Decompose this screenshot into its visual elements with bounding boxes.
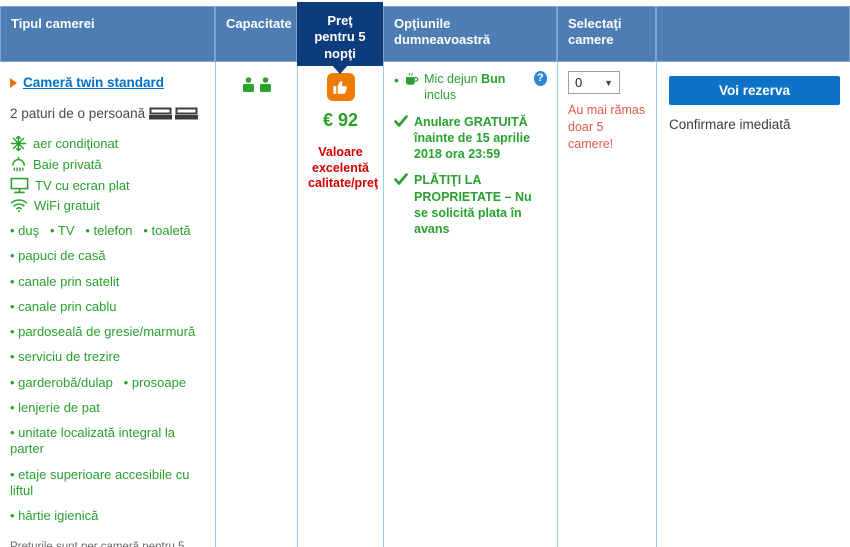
occupancy-icons (226, 71, 287, 92)
checkmark-icon (394, 114, 408, 127)
feature-item: • hârtie igienică (10, 508, 99, 523)
amenity-label: aer condiţionat (33, 136, 119, 151)
feature-item: • canale prin satelit (10, 273, 120, 289)
free-cancellation-text: Anulare GRATUITĂ înainte de 15 aprilie 2… (414, 114, 531, 162)
total-price: € 92 (322, 110, 359, 130)
beds-text: 2 paturi de o persoană (10, 106, 146, 121)
header-reserve-spacer (656, 6, 850, 62)
value-for-money-message: Valoare excelentă calitate/preţ (308, 145, 379, 191)
feature-item: • garderobă/dulap • prosoape (10, 374, 187, 390)
amenity-list: aer condiţionat Baie privată TV cu ecran… (10, 135, 205, 213)
feature-item: • etaje superioare accesibile cu liftul (10, 466, 194, 498)
wifi-icon (10, 199, 28, 213)
coffee-cup-icon (405, 72, 419, 85)
capacity-cell (215, 62, 297, 547)
reserve-cell: Voi rezerva Confirmare imediată (656, 62, 850, 547)
header-capacity: Capacitate (215, 6, 297, 62)
price-cell: € 92 Valoare excelentă calitate/preţ (297, 62, 383, 547)
rooms-quantity-select[interactable]: 0 ▼ (568, 71, 620, 94)
header-room-type: Tipul camerei (0, 6, 215, 62)
person-icon (259, 77, 271, 92)
breakfast-pre: Mic dejun (424, 72, 482, 86)
room-row: Cameră twin standard 2 paturi de o perso… (0, 62, 850, 547)
single-bed-icon (175, 107, 199, 119)
feature-item: • canale prin cablu (10, 298, 117, 314)
beds-line: 2 paturi de o persoană (10, 106, 205, 121)
feature-item: • papuci de casă (10, 248, 106, 264)
expand-arrow-icon (10, 77, 17, 88)
dropdown-arrow-icon: ▼ (604, 77, 613, 88)
instant-confirmation-text: Confirmare imediată (669, 117, 791, 132)
select-rooms-cell: 0 ▼ Au mai rămas doar 5 camere! (557, 62, 656, 547)
scarcity-warning: Au mai rămas doar 5 camere! (568, 103, 646, 151)
amenity-item: Baie privată (10, 156, 205, 173)
header-price-pointer (331, 64, 349, 74)
room-type-cell: Cameră twin standard 2 paturi de o perso… (0, 62, 215, 547)
breakfast-line: • Mic dejun Bun inclus ? (394, 71, 547, 104)
single-bed-icon (149, 107, 173, 119)
amenity-label: Baie privată (33, 157, 102, 172)
feature-item: • serviciu de trezire (10, 349, 121, 365)
feature-item: • duş • TV • telefon • toaletă (10, 223, 191, 238)
feature-item: • pardoseală de gresie/marmură (10, 324, 196, 339)
tv-icon (10, 177, 29, 194)
header-price-label: Preţ pentru 5 nopţi (314, 13, 366, 61)
feature-list: • duş • TV • telefon • toaletă • papuci … (10, 223, 205, 524)
breakfast-text: Mic dejun Bun inclus (424, 71, 528, 104)
bed-icons (149, 107, 199, 121)
person-icon (242, 77, 254, 92)
header-price-active: Preţ pentru 5 nopţi (297, 2, 383, 74)
checkmark-icon (394, 173, 408, 186)
table-header-row: Tipul camerei Capacitate Preţ pentru 5 n… (0, 2, 850, 74)
options-cell: • Mic dejun Bun inclus ? Anulare GRATUIT… (383, 62, 557, 547)
amenity-item: WiFi gratuit (10, 198, 205, 213)
room-name-link[interactable]: Cameră twin standard (23, 75, 165, 90)
breakfast-post: inclus (424, 88, 457, 103)
pay-at-property-line: PLĂTIŢI LA PROPRIETATE – Nu se solicită … (394, 172, 547, 237)
pay-at-property-text: PLĂTIŢI LA PROPRIETATE – Nu se solicită … (414, 173, 532, 236)
snowflake-icon (10, 135, 27, 152)
footnote-line: Preţurile sunt per cameră pentru 5 nopţi (10, 540, 205, 547)
feature-item: • lenjerie de pat (10, 399, 100, 415)
amenity-item: aer condiţionat (10, 135, 205, 152)
shower-icon (12, 156, 25, 172)
price-footnote: Preţurile sunt per cameră pentru 5 nopţi… (10, 540, 205, 547)
amenity-item: TV cu ecran plat (10, 177, 205, 194)
header-select-rooms: Selectaţi camere (557, 6, 656, 62)
amenity-label: TV cu ecran plat (35, 178, 130, 193)
reserve-button[interactable]: Voi rezerva (669, 76, 840, 105)
value-deal-badge (326, 73, 355, 101)
free-cancellation-line: Anulare GRATUITĂ înainte de 15 aprilie 2… (394, 114, 547, 163)
breakfast-rating: Bun (481, 72, 506, 86)
thumbs-up-icon (333, 80, 347, 94)
feature-item: • unitate localizată integral la parter (10, 425, 179, 457)
rooms-quantity-value: 0 (575, 75, 583, 90)
help-question-icon[interactable]: ? (533, 71, 547, 86)
bullet-icon: • (394, 72, 399, 88)
header-options: Opţiunile dumneavoastră (383, 6, 557, 62)
amenity-label: WiFi gratuit (34, 198, 100, 213)
